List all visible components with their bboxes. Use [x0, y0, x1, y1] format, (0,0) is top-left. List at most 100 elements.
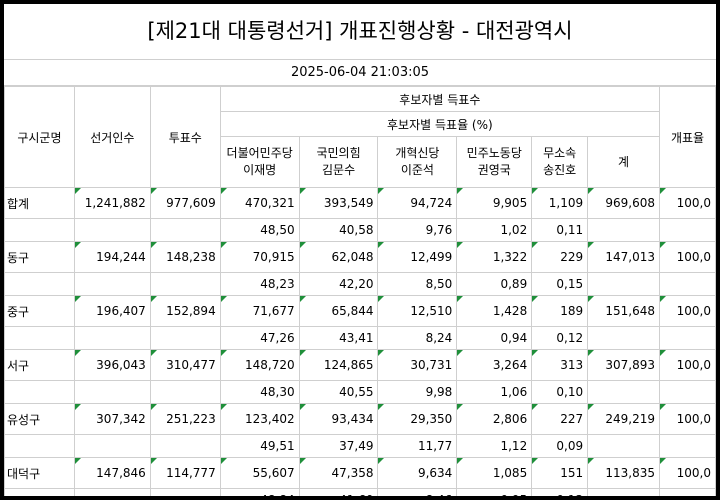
- empty-cell[interactable]: [587, 326, 661, 350]
- candidate-votes-cell[interactable]: 65,844: [298, 295, 379, 327]
- count-rate-cell[interactable]: 100,0: [659, 241, 716, 273]
- candidate-votes-cell[interactable]: 47,358: [298, 457, 379, 489]
- total-cell[interactable]: 969,608: [587, 187, 661, 219]
- candidate-votes-cell[interactable]: 313: [531, 349, 589, 381]
- candidate-rate-cell[interactable]: 48,50: [219, 218, 300, 242]
- candidate-votes-cell[interactable]: 93,434: [298, 403, 379, 435]
- total-cell[interactable]: 147,013: [587, 241, 661, 273]
- candidate-rate-cell[interactable]: 47,26: [219, 326, 300, 350]
- candidate-rate-cell[interactable]: 11,77: [377, 434, 458, 458]
- electorate-cell[interactable]: 196,407: [73, 295, 151, 327]
- empty-cell[interactable]: [659, 434, 716, 458]
- header-district[interactable]: 구시군명: [4, 86, 75, 188]
- votes-cell[interactable]: 152,894: [149, 295, 221, 327]
- empty-cell[interactable]: [73, 434, 151, 458]
- votes-cell[interactable]: 251,223: [149, 403, 221, 435]
- candidate-rate-cell[interactable]: 0,12: [531, 326, 589, 350]
- header-candidate-2[interactable]: 개혁신당 이준석: [377, 136, 458, 188]
- candidate-rate-cell[interactable]: 0,09: [531, 434, 589, 458]
- candidate-votes-cell[interactable]: 12,499: [377, 241, 458, 273]
- candidate-rate-cell[interactable]: 43,41: [298, 326, 379, 350]
- empty-cell[interactable]: [4, 434, 75, 458]
- count-rate-cell[interactable]: 100,0: [659, 295, 716, 327]
- candidate-rate-cell[interactable]: 42,20: [298, 272, 379, 296]
- candidate-votes-cell[interactable]: 1,428: [456, 295, 533, 327]
- candidate-votes-cell[interactable]: 229: [531, 241, 589, 273]
- empty-cell[interactable]: [659, 488, 716, 496]
- empty-cell[interactable]: [4, 488, 75, 496]
- empty-cell[interactable]: [659, 272, 716, 296]
- candidate-rate-cell[interactable]: 40,55: [298, 380, 379, 404]
- total-cell[interactable]: 249,219: [587, 403, 661, 435]
- candidate-votes-cell[interactable]: 9,634: [377, 457, 458, 489]
- candidate-rate-cell[interactable]: 0,11: [531, 218, 589, 242]
- district-name[interactable]: 합계: [4, 187, 75, 219]
- candidate-votes-cell[interactable]: 55,607: [219, 457, 300, 489]
- candidate-votes-cell[interactable]: 94,724: [377, 187, 458, 219]
- district-name[interactable]: 서구: [4, 349, 75, 381]
- candidate-rate-cell[interactable]: 9,98: [377, 380, 458, 404]
- header-candidate-1[interactable]: 국민의힘 김문수: [298, 136, 379, 188]
- header-candidate-0[interactable]: 더불어민주당 이재명: [219, 136, 300, 188]
- candidate-votes-cell[interactable]: 70,915: [219, 241, 300, 273]
- votes-cell[interactable]: 148,238: [149, 241, 221, 273]
- empty-cell[interactable]: [659, 326, 716, 350]
- empty-cell[interactable]: [73, 488, 151, 496]
- candidate-rate-cell[interactable]: 0,94: [456, 326, 533, 350]
- candidate-rate-cell[interactable]: 37,49: [298, 434, 379, 458]
- header-candidate-votes[interactable]: 후보자별 득표수: [219, 86, 661, 112]
- candidate-rate-cell[interactable]: 40,58: [298, 218, 379, 242]
- electorate-cell[interactable]: 147,846: [73, 457, 151, 489]
- votes-cell[interactable]: 977,609: [149, 187, 221, 219]
- header-count-rate[interactable]: 개표율: [659, 86, 716, 188]
- candidate-votes-cell[interactable]: 1,322: [456, 241, 533, 273]
- candidate-votes-cell[interactable]: 71,677: [219, 295, 300, 327]
- empty-cell[interactable]: [587, 218, 661, 242]
- empty-cell[interactable]: [149, 434, 221, 458]
- candidate-rate-cell[interactable]: 41,60: [298, 488, 379, 496]
- candidate-rate-cell[interactable]: 8,46: [377, 488, 458, 496]
- candidate-votes-cell[interactable]: 123,402: [219, 403, 300, 435]
- header-candidate-4[interactable]: 무소속 송진호: [531, 136, 589, 188]
- votes-cell[interactable]: 114,777: [149, 457, 221, 489]
- total-cell[interactable]: 307,893: [587, 349, 661, 381]
- count-rate-cell[interactable]: 100,0: [659, 187, 716, 219]
- empty-cell[interactable]: [149, 326, 221, 350]
- empty-cell[interactable]: [659, 218, 716, 242]
- candidate-votes-cell[interactable]: 12,510: [377, 295, 458, 327]
- empty-cell[interactable]: [73, 326, 151, 350]
- district-name[interactable]: 동구: [4, 241, 75, 273]
- empty-cell[interactable]: [659, 380, 716, 404]
- total-cell[interactable]: 151,648: [587, 295, 661, 327]
- district-name[interactable]: 유성구: [4, 403, 75, 435]
- empty-cell[interactable]: [4, 326, 75, 350]
- candidate-rate-cell[interactable]: 8,50: [377, 272, 458, 296]
- candidate-votes-cell[interactable]: 2,806: [456, 403, 533, 435]
- count-rate-cell[interactable]: 100,0: [659, 349, 716, 381]
- candidate-votes-cell[interactable]: 470,321: [219, 187, 300, 219]
- electorate-cell[interactable]: 307,342: [73, 403, 151, 435]
- empty-cell[interactable]: [73, 218, 151, 242]
- header-votes[interactable]: 투표수: [149, 86, 221, 188]
- empty-cell[interactable]: [149, 218, 221, 242]
- count-rate-cell[interactable]: 100,0: [659, 403, 716, 435]
- electorate-cell[interactable]: 194,244: [73, 241, 151, 273]
- candidate-votes-cell[interactable]: 30,731: [377, 349, 458, 381]
- candidate-rate-cell[interactable]: 0,13: [531, 488, 589, 496]
- candidate-rate-cell[interactable]: 9,76: [377, 218, 458, 242]
- empty-cell[interactable]: [73, 272, 151, 296]
- empty-cell[interactable]: [587, 272, 661, 296]
- empty-cell[interactable]: [149, 272, 221, 296]
- header-candidate-3[interactable]: 민주노동당 권영국: [456, 136, 533, 188]
- empty-cell[interactable]: [587, 434, 661, 458]
- header-electorate[interactable]: 선거인수: [73, 86, 151, 188]
- candidate-rate-cell[interactable]: 1,06: [456, 380, 533, 404]
- candidate-votes-cell[interactable]: 124,865: [298, 349, 379, 381]
- empty-cell[interactable]: [587, 380, 661, 404]
- empty-cell[interactable]: [149, 488, 221, 496]
- candidate-rate-cell[interactable]: 48,23: [219, 272, 300, 296]
- candidate-rate-cell[interactable]: 0,89: [456, 272, 533, 296]
- candidate-rate-cell[interactable]: 0,95: [456, 488, 533, 496]
- candidate-rate-cell[interactable]: 1,02: [456, 218, 533, 242]
- candidate-votes-cell[interactable]: 3,264: [456, 349, 533, 381]
